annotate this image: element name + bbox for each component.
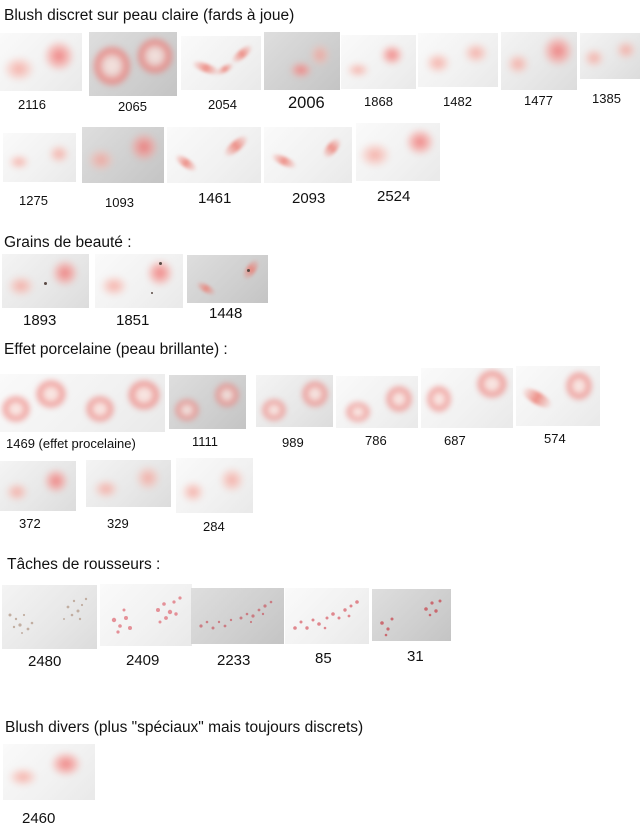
item-label: 989 <box>282 435 304 450</box>
swatch-thumbnail[interactable] <box>0 33 82 91</box>
section-heading-effet-porcelaine: Effet porcelaine (peau brillante) : <box>4 341 228 358</box>
swatch-thumbnail[interactable] <box>100 584 192 646</box>
item-label: 1851 <box>116 312 150 329</box>
swatch-thumbnail[interactable] <box>264 32 340 90</box>
swatch-thumbnail[interactable] <box>3 133 76 182</box>
swatch-thumbnail[interactable] <box>167 127 261 183</box>
swatch-thumbnail[interactable] <box>516 366 600 426</box>
item-label: 284 <box>203 519 225 534</box>
item-label: 1893 <box>23 312 57 329</box>
swatch-thumbnail[interactable] <box>2 254 89 308</box>
item-label: 2116 <box>18 97 46 112</box>
swatch-thumbnail[interactable] <box>501 32 577 90</box>
swatch-thumbnail[interactable] <box>356 123 440 181</box>
swatch-thumbnail[interactable] <box>3 744 95 800</box>
item-label: 1469 (effet procelaine) <box>6 436 136 451</box>
swatch-thumbnail[interactable] <box>418 33 498 87</box>
item-label: 329 <box>107 516 129 531</box>
item-label: 2093 <box>292 190 326 207</box>
item-label: 85 <box>315 650 332 667</box>
item-label: 1448 <box>209 305 243 322</box>
swatch-thumbnail[interactable] <box>2 585 97 649</box>
item-label: 2233 <box>217 652 251 669</box>
swatch-thumbnail[interactable] <box>256 375 333 427</box>
item-label: 2460 <box>22 810 56 827</box>
item-label: 1385 <box>592 91 621 106</box>
item-label: 31 <box>407 648 424 665</box>
item-label: 1275 <box>19 193 48 208</box>
swatch-thumbnail[interactable] <box>341 35 416 89</box>
swatch-thumbnail[interactable] <box>336 376 418 428</box>
swatch-thumbnail[interactable] <box>580 33 640 79</box>
swatch-thumbnail[interactable] <box>169 375 246 429</box>
item-label: 2409 <box>126 652 160 669</box>
swatch-thumbnail[interactable] <box>285 588 369 644</box>
item-label: 2524 <box>377 188 411 205</box>
section-heading-grains-de-beaute: Grains de beauté : <box>4 234 132 251</box>
swatch-thumbnail[interactable] <box>191 588 284 644</box>
section-heading-taches-de-rousseurs: Tâches de rousseurs : <box>7 556 161 573</box>
item-label: 786 <box>365 433 387 448</box>
swatch-thumbnail[interactable] <box>176 458 253 513</box>
swatch-thumbnail[interactable] <box>89 32 177 96</box>
section-heading-blush-discret: Blush discret sur peau claire (fards à j… <box>4 7 295 24</box>
item-label: 1093 <box>105 195 134 210</box>
swatch-thumbnail[interactable] <box>95 254 183 308</box>
swatch-thumbnail[interactable] <box>264 127 352 183</box>
swatch-thumbnail[interactable] <box>187 255 268 303</box>
item-label: 372 <box>19 516 41 531</box>
item-label: 1477 <box>524 93 553 108</box>
item-label: 1868 <box>364 94 393 109</box>
swatch-thumbnail[interactable] <box>86 460 171 507</box>
swatch-thumbnail[interactable] <box>0 374 165 432</box>
swatch-thumbnail[interactable] <box>0 461 76 511</box>
item-label: 1482 <box>443 94 472 109</box>
item-label: 2054 <box>208 97 237 112</box>
swatch-thumbnail[interactable] <box>372 589 451 641</box>
item-label: 2006 <box>288 94 325 112</box>
swatch-thumbnail[interactable] <box>181 36 261 90</box>
item-label: 1111 <box>192 434 219 449</box>
item-label: 1461 <box>198 190 232 207</box>
swatch-thumbnail[interactable] <box>421 368 513 428</box>
item-label: 687 <box>444 433 466 448</box>
item-label: 574 <box>544 431 566 446</box>
item-label: 2065 <box>118 99 147 114</box>
swatch-thumbnail[interactable] <box>82 127 164 183</box>
section-heading-blush-divers: Blush divers (plus "spéciaux" mais toujo… <box>5 719 364 736</box>
item-label: 2480 <box>28 653 62 670</box>
